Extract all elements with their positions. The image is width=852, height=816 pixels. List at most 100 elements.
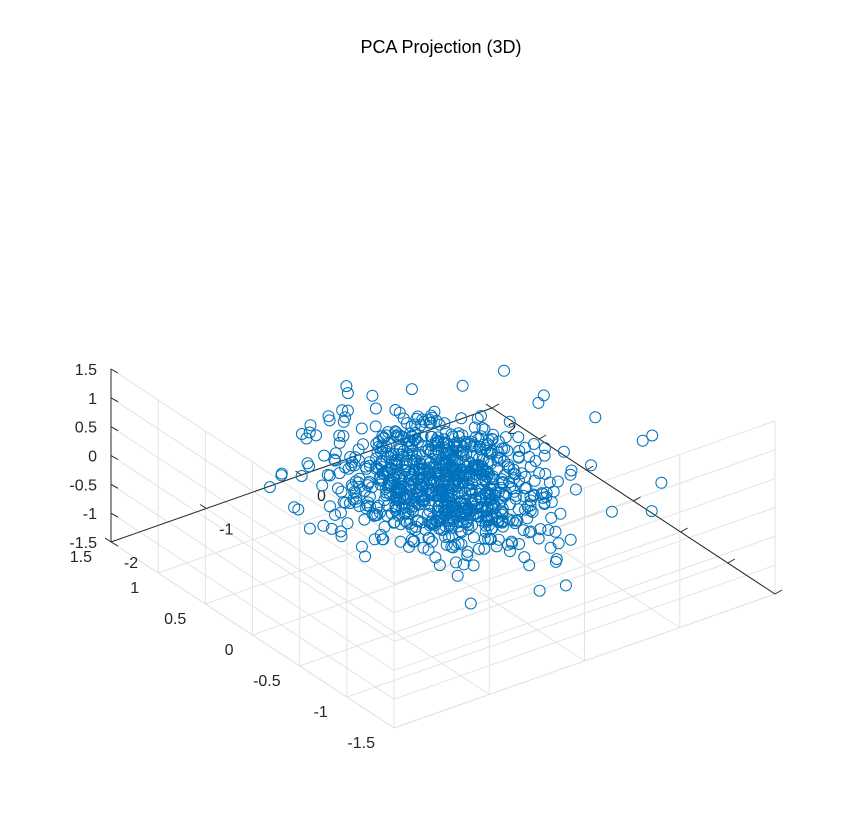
grid-line-floor-y <box>299 531 681 667</box>
data-point <box>334 506 347 519</box>
data-point <box>462 467 474 480</box>
data-point <box>341 387 354 400</box>
data-point <box>467 531 480 544</box>
data-point <box>390 429 403 442</box>
data-point <box>469 464 482 477</box>
x-tick-label: -1 <box>219 522 233 539</box>
data-point <box>518 551 531 564</box>
data-point <box>470 459 483 472</box>
data-point <box>460 516 473 529</box>
data-point <box>427 461 440 474</box>
data-point <box>535 487 548 500</box>
z-tick-mark <box>110 483 119 489</box>
x-tick-label: -2 <box>124 555 138 572</box>
data-point <box>411 436 424 449</box>
data-point <box>517 524 530 537</box>
data-point <box>388 454 401 466</box>
data-point <box>323 414 336 427</box>
data-point <box>372 435 385 448</box>
grid-line-wall-x-horizontal <box>393 593 776 729</box>
data-point <box>496 507 509 520</box>
data-point <box>445 482 458 495</box>
z-tick-label: 1 <box>88 391 97 408</box>
data-point <box>333 436 346 449</box>
data-point <box>390 426 403 439</box>
data-point <box>304 419 317 432</box>
data-point <box>439 458 452 471</box>
data-point <box>382 479 395 492</box>
data-point <box>466 478 479 491</box>
data-point <box>503 545 516 558</box>
data-point <box>442 530 455 543</box>
data-point <box>512 431 525 444</box>
data-point <box>439 425 452 438</box>
data-point <box>409 454 421 467</box>
x-tick-label: 0 <box>317 488 326 505</box>
data-point <box>405 533 418 546</box>
data-point <box>465 503 478 516</box>
data-point <box>483 494 496 507</box>
data-point <box>448 538 461 551</box>
data-point <box>341 517 354 530</box>
data-point <box>509 517 521 530</box>
data-point <box>370 437 383 450</box>
data-point <box>417 541 430 554</box>
data-point <box>400 491 413 504</box>
data-point <box>336 404 349 417</box>
data-point <box>335 530 348 543</box>
y-tick-mark <box>680 527 688 533</box>
data-point <box>263 481 276 494</box>
data-point <box>303 522 316 535</box>
data-point <box>529 455 542 467</box>
data-point <box>328 453 341 466</box>
data-point <box>589 411 602 424</box>
x-tick-mark <box>485 403 493 409</box>
data-point <box>424 473 437 486</box>
data-point <box>456 379 469 392</box>
data-point <box>431 505 444 518</box>
data-point <box>432 436 445 449</box>
z-tick-mark <box>110 541 119 547</box>
data-point <box>455 412 468 425</box>
z-tick-label: 0 <box>88 449 97 466</box>
data-point <box>341 404 354 417</box>
data-point <box>350 492 363 505</box>
data-point <box>347 493 360 506</box>
data-point <box>405 383 418 396</box>
data-point <box>323 469 336 482</box>
data-point <box>458 499 471 511</box>
data-point <box>335 485 348 498</box>
z-tick-mark <box>110 368 119 374</box>
data-point <box>380 486 393 499</box>
data-point <box>372 462 385 475</box>
data-points <box>263 364 668 610</box>
data-point <box>348 459 361 472</box>
y-tick-label: -1.5 <box>347 735 375 752</box>
data-point <box>332 482 344 495</box>
data-point <box>407 535 420 548</box>
data-point <box>300 432 313 445</box>
data-point <box>408 500 421 513</box>
data-point <box>472 458 485 471</box>
data-point <box>391 460 404 473</box>
data-point <box>457 440 470 453</box>
grid-line-wall-y-horizontal <box>110 483 395 671</box>
data-point <box>447 515 460 528</box>
data-point <box>534 523 547 536</box>
z-tick-mark <box>110 455 119 460</box>
grid-line-floor-y <box>346 562 728 698</box>
data-point <box>479 519 492 532</box>
data-point <box>355 540 368 553</box>
z-tick-mark <box>110 397 119 403</box>
data-point <box>448 508 460 521</box>
data-point <box>416 413 429 426</box>
data-point <box>550 553 563 566</box>
data-point <box>444 447 457 460</box>
data-point <box>374 445 387 458</box>
data-point <box>461 545 474 558</box>
data-point <box>507 467 520 480</box>
data-point <box>388 516 401 529</box>
data-point <box>521 512 534 525</box>
z-tick-label: 1.5 <box>75 362 97 379</box>
data-point <box>539 442 551 454</box>
